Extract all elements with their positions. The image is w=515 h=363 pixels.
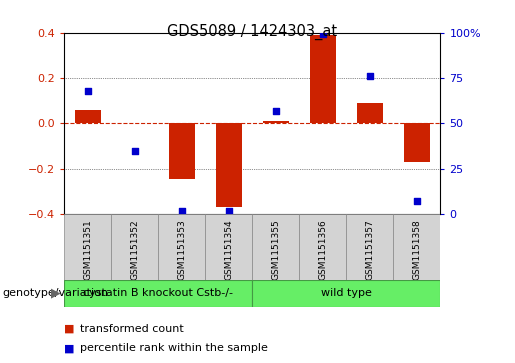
- Text: GDS5089 / 1424303_at: GDS5089 / 1424303_at: [167, 24, 337, 40]
- Bar: [404, 123, 430, 162]
- Text: GSM1151354: GSM1151354: [225, 220, 233, 280]
- Point: [272, 108, 280, 114]
- Bar: [159, 214, 205, 281]
- Point: [413, 199, 421, 204]
- Text: GSM1151358: GSM1151358: [413, 220, 421, 280]
- Point: [84, 88, 92, 94]
- Text: GSM1151351: GSM1151351: [83, 220, 92, 280]
- Point: [319, 32, 327, 37]
- Text: GSM1151356: GSM1151356: [318, 220, 328, 280]
- Text: GSM1151355: GSM1151355: [271, 220, 280, 280]
- Bar: [216, 123, 242, 207]
- Bar: [299, 214, 346, 281]
- Text: GSM1151357: GSM1151357: [365, 220, 374, 280]
- Point: [225, 208, 233, 213]
- Text: wild type: wild type: [321, 288, 372, 298]
- Text: GSM1151353: GSM1151353: [177, 220, 186, 280]
- Point: [178, 208, 186, 213]
- Bar: [64, 214, 111, 281]
- Text: ▶: ▶: [51, 287, 61, 300]
- Text: genotype/variation: genotype/variation: [3, 288, 109, 298]
- Bar: [205, 214, 252, 281]
- Point: [366, 73, 374, 79]
- Point: [131, 148, 139, 154]
- Text: cystatin B knockout Cstb-/-: cystatin B knockout Cstb-/-: [83, 288, 233, 298]
- Bar: [111, 214, 159, 281]
- Bar: [393, 214, 440, 281]
- Bar: [263, 121, 289, 123]
- Text: GSM1151352: GSM1151352: [130, 220, 140, 280]
- Text: percentile rank within the sample: percentile rank within the sample: [80, 343, 268, 354]
- Bar: [310, 35, 336, 123]
- Text: transformed count: transformed count: [80, 323, 183, 334]
- Text: ■: ■: [64, 343, 75, 354]
- Bar: [346, 214, 393, 281]
- Text: ■: ■: [64, 323, 75, 334]
- Bar: [169, 123, 195, 179]
- Bar: [252, 214, 299, 281]
- Bar: [64, 280, 252, 307]
- Bar: [75, 110, 101, 123]
- Bar: [357, 103, 383, 123]
- Bar: [252, 280, 440, 307]
